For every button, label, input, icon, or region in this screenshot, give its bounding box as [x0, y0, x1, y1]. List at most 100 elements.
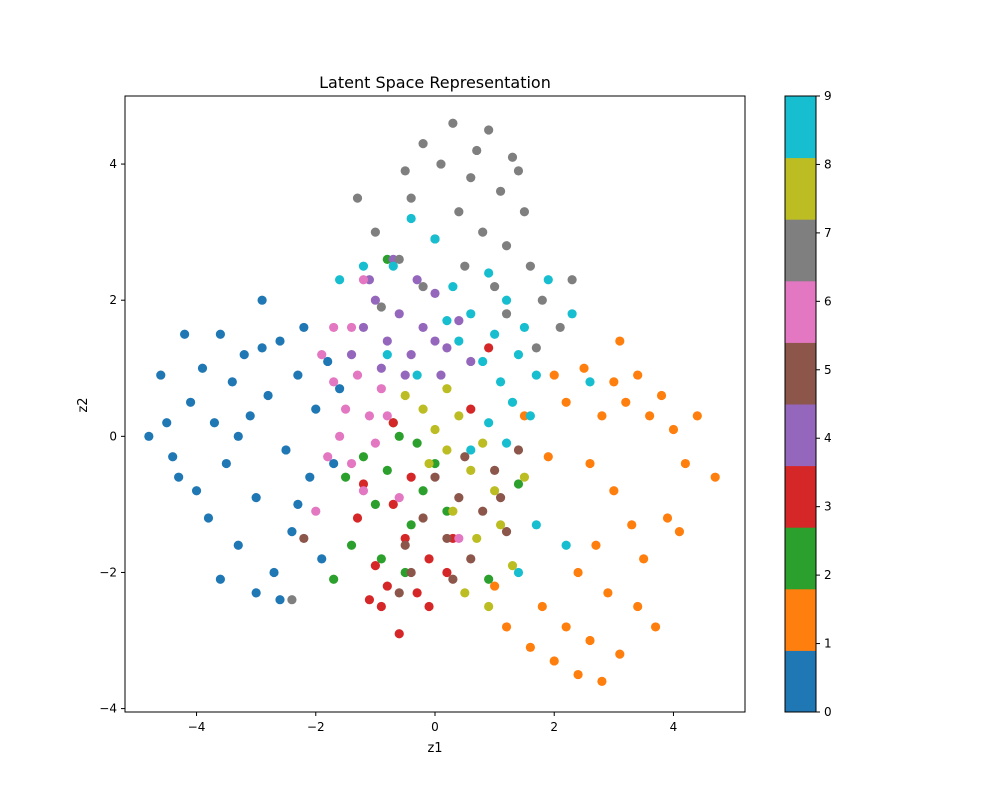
- scatter-point: [358, 452, 369, 462]
- scatter-point: [466, 309, 476, 319]
- scatter-point: [513, 479, 524, 489]
- axes-frame: [124, 95, 746, 713]
- scatter-point: [591, 540, 601, 550]
- scatter-point: [424, 601, 434, 612]
- y-tick-label: 2: [109, 293, 117, 307]
- scatter-point: [281, 445, 291, 455]
- scatter-point: [633, 601, 643, 612]
- scatter-point: [346, 540, 357, 550]
- scatter-point: [484, 125, 494, 135]
- scatter-point: [645, 411, 655, 421]
- scatter-point: [448, 118, 458, 128]
- scatter-point: [692, 411, 702, 421]
- scatter-point: [490, 581, 500, 591]
- scatter-point: [537, 601, 547, 612]
- scatter-point: [609, 377, 619, 387]
- scatter-point: [412, 275, 422, 285]
- scatter-point: [329, 458, 339, 469]
- colorbar-segment: [785, 588, 816, 651]
- scatter-point: [656, 390, 667, 401]
- scatter-point: [406, 350, 416, 360]
- scatter-point: [513, 445, 524, 455]
- scatter-point: [484, 574, 494, 584]
- scatter-point: [418, 281, 428, 292]
- scatter-point: [436, 370, 446, 380]
- scatter-point: [388, 418, 398, 428]
- colorbar-segment: [785, 465, 816, 528]
- y-tick-label: −2: [99, 565, 117, 579]
- scatter-point: [269, 567, 279, 578]
- scatter-point: [209, 418, 220, 428]
- scatter-point: [543, 275, 553, 285]
- scatter-point: [323, 356, 333, 367]
- scatter-point: [519, 472, 530, 482]
- scatter-point: [490, 329, 500, 339]
- scatter-point: [513, 350, 524, 360]
- scatter-point: [263, 390, 273, 401]
- scatter-point: [352, 193, 363, 203]
- colorbar-segment: [785, 157, 816, 220]
- scatter-point: [501, 438, 512, 448]
- scatter-point: [340, 404, 351, 414]
- scatter-point: [317, 350, 327, 360]
- scatter-point: [454, 533, 464, 544]
- colorbar-tick-label: 6: [824, 294, 832, 308]
- scatter-point: [567, 309, 577, 319]
- scatter-point: [412, 370, 422, 380]
- scatter-point: [490, 281, 500, 292]
- scatter-point: [555, 322, 565, 333]
- scatter-point: [203, 513, 214, 523]
- scatter-point: [370, 295, 380, 305]
- scatter-point: [454, 336, 464, 346]
- scatter-point: [376, 601, 386, 612]
- scatter-point: [627, 520, 637, 530]
- scatter-point: [478, 506, 488, 516]
- scatter-point: [329, 377, 339, 387]
- scatter-point: [144, 431, 154, 441]
- colorbar-tick-label: 9: [824, 89, 832, 103]
- scatter-point: [561, 622, 571, 632]
- scatter-point: [507, 152, 518, 162]
- scatter-point: [501, 309, 512, 319]
- scatter-point: [454, 207, 464, 217]
- scatter-point: [406, 213, 416, 224]
- scatter-point: [346, 458, 357, 469]
- scatter-point: [442, 567, 452, 578]
- scatter-point: [358, 486, 369, 496]
- x-tick-label: 4: [670, 720, 678, 734]
- x-tick-label: 0: [431, 720, 439, 734]
- scatter-point: [484, 268, 494, 278]
- scatter-point: [346, 350, 357, 360]
- scatter-point: [156, 370, 166, 380]
- scatter-point: [388, 261, 398, 271]
- scatter-point: [358, 261, 369, 271]
- scatter-point: [668, 424, 679, 435]
- scatter-point: [495, 492, 506, 503]
- scatter-point: [352, 513, 363, 523]
- scatter-point: [364, 595, 375, 605]
- scatter-point: [490, 486, 500, 496]
- scatter-point: [370, 499, 380, 509]
- scatter-point: [394, 309, 404, 319]
- scatter-point: [287, 527, 297, 537]
- scatter-point: [400, 370, 410, 380]
- scatter-point: [364, 411, 375, 421]
- scatter-point: [579, 363, 589, 373]
- scatter-point: [430, 424, 440, 435]
- scatter-point: [239, 350, 249, 360]
- scatter-point: [466, 173, 476, 183]
- scatter-point: [299, 533, 309, 544]
- scatter-point: [400, 166, 410, 176]
- scatter-point: [400, 390, 410, 401]
- scatter-point: [394, 588, 404, 598]
- x-axis: −4 −2 0 2 4: [188, 712, 678, 734]
- scatter-point: [335, 384, 345, 394]
- scatter-point: [495, 186, 506, 196]
- scatter-point: [603, 588, 613, 598]
- points-layer: [144, 118, 720, 686]
- scatter-point: [317, 554, 327, 564]
- scatter-point: [639, 554, 649, 564]
- colorbar-segment: [785, 342, 816, 405]
- scatter-point: [412, 438, 422, 448]
- scatter-point: [323, 452, 333, 462]
